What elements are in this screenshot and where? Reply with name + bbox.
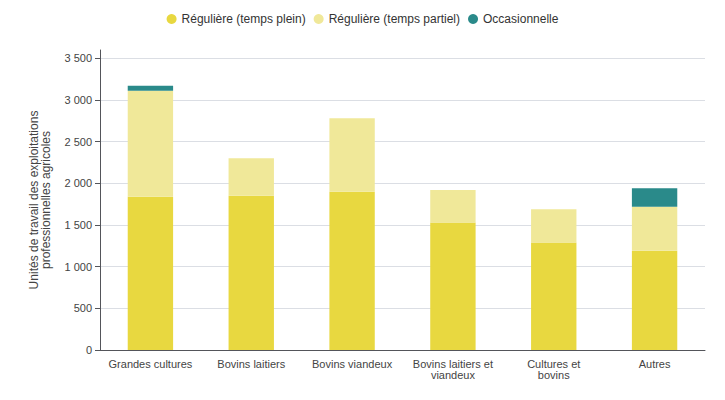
- svg-text:3 000: 3 000: [64, 94, 92, 106]
- svg-text:3 500: 3 500: [64, 52, 92, 64]
- svg-text:1 500: 1 500: [64, 219, 92, 231]
- svg-text:500: 500: [74, 302, 92, 314]
- svg-text:Régulière (temps plein): Régulière (temps plein): [182, 12, 306, 26]
- svg-text:viandeux: viandeux: [431, 369, 476, 381]
- svg-text:professionnelles agricoles: professionnelles agricoles: [39, 131, 53, 269]
- svg-text:1 000: 1 000: [64, 261, 92, 273]
- svg-text:Régulière (temps partiel): Régulière (temps partiel): [329, 12, 460, 26]
- svg-text:0: 0: [86, 344, 92, 356]
- svg-text:Unités de travail des exploita: Unités de travail des exploitations: [27, 110, 41, 290]
- svg-text:2 500: 2 500: [64, 136, 92, 148]
- svg-text:2 000: 2 000: [64, 177, 92, 189]
- svg-text:Bovins laitiers: Bovins laitiers: [217, 358, 285, 370]
- svg-text:Bovins viandeux: Bovins viandeux: [312, 358, 393, 370]
- svg-text:Autres: Autres: [639, 358, 671, 370]
- svg-text:Grandes cultures: Grandes cultures: [109, 358, 193, 370]
- svg-text:Bovins laitiers et: Bovins laitiers et: [412, 357, 493, 370]
- svg-text:bovins: bovins: [538, 369, 570, 381]
- svg-text:Cultures et: Cultures et: [527, 357, 581, 370]
- svg-text:Occasionnelle: Occasionnelle: [483, 12, 559, 26]
